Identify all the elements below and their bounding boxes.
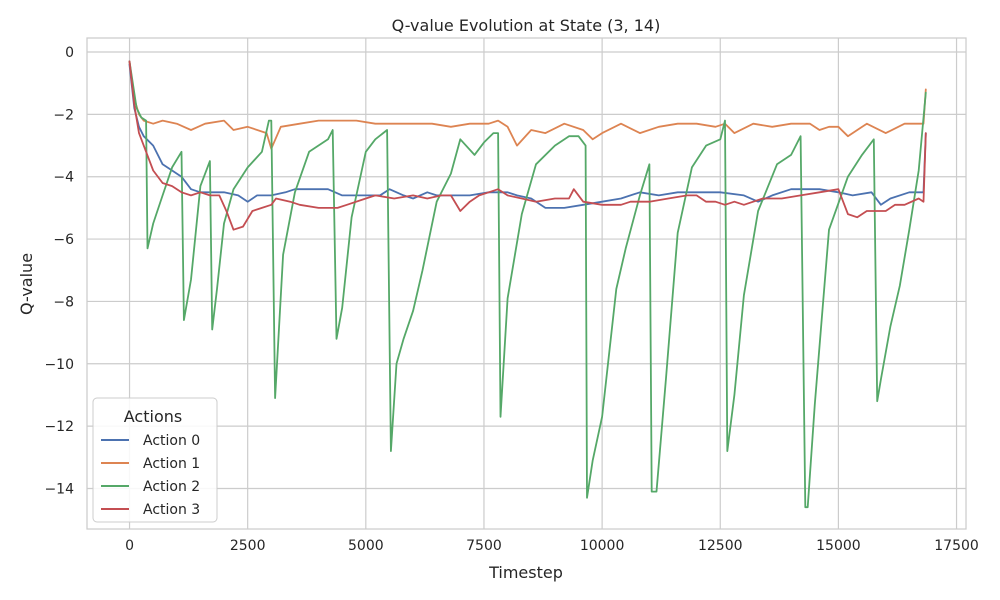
x-tick-label: 7500 (466, 538, 502, 554)
legend-label: Action 2 (143, 479, 200, 495)
series-line-action-2 (128, 60, 927, 509)
plot-frame (86, 37, 967, 530)
y-tick-label: −8 (53, 294, 74, 310)
legend-item: Action 1 (101, 456, 200, 472)
legend-item: Action 0 (101, 433, 200, 449)
grid (87, 38, 966, 529)
y-tick-label: −2 (53, 107, 74, 123)
x-tick-label: 5000 (348, 538, 384, 554)
x-tick-label: 12500 (698, 538, 743, 554)
legend-box (92, 397, 218, 523)
series-lines (128, 60, 927, 509)
x-tick-label: 10000 (580, 538, 625, 554)
x-tick-label: 0 (125, 538, 134, 554)
legend-label: Action 3 (143, 502, 200, 518)
x-axis-label: Timestep (488, 563, 563, 582)
y-tick-label: −4 (53, 170, 74, 186)
legend-item: Action 3 (101, 502, 200, 518)
y-tick-label: −10 (44, 357, 74, 373)
x-tick-label: 2500 (230, 538, 266, 554)
series-line-action-0 (128, 63, 927, 209)
series-line-action-3 (128, 60, 927, 231)
x-axis-ticks: 0 2500 5000 7500 10000 12500 15000 17500 (125, 538, 979, 554)
legend: Actions Action 0 Action 1 Action 2 Action 3 (92, 397, 218, 523)
y-tick-label: −12 (44, 419, 74, 435)
y-axis-ticks: 0 −2 −4 −6 −8 −10 −12 −14 (44, 45, 74, 497)
y-tick-label: −14 (44, 481, 74, 497)
y-tick-label: −6 (53, 232, 74, 248)
legend-title: Actions (124, 407, 182, 426)
y-tick-label: 0 (65, 45, 74, 61)
legend-label: Action 1 (143, 456, 200, 472)
y-axis-label: Q-value (17, 253, 36, 315)
x-tick-label: 15000 (816, 538, 861, 554)
series-line-action-1 (128, 60, 927, 150)
legend-label: Action 0 (143, 433, 200, 449)
chart-title: Q-value Evolution at State (3, 14) (392, 16, 661, 35)
x-tick-label: 17500 (934, 538, 979, 554)
legend-item: Action 2 (101, 479, 200, 495)
legend-items: Action 0 Action 1 Action 2 Action 3 (101, 433, 200, 518)
